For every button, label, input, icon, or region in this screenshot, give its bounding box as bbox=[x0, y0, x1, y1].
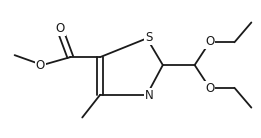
Text: O: O bbox=[36, 59, 45, 71]
Text: O: O bbox=[205, 35, 214, 48]
Text: O: O bbox=[205, 82, 214, 95]
Text: N: N bbox=[145, 89, 153, 102]
Text: O: O bbox=[56, 22, 65, 35]
Text: S: S bbox=[145, 31, 153, 44]
